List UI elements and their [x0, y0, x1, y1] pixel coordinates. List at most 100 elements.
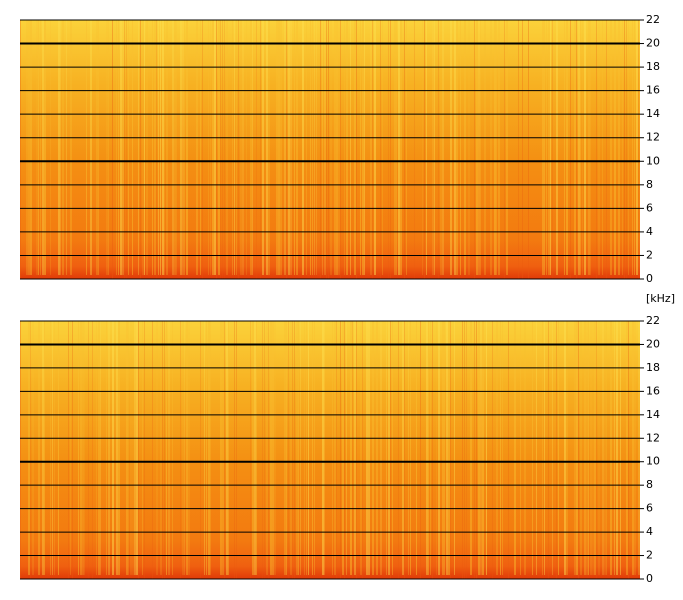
texture-stripe — [284, 321, 286, 575]
texture-stripe — [298, 321, 299, 575]
texture-stripe — [90, 20, 92, 275]
texture-stripe — [224, 20, 225, 279]
y-tick-label: 12 — [646, 431, 660, 444]
texture-stripe — [624, 20, 625, 279]
texture-stripe — [398, 20, 400, 275]
texture-stripe — [390, 321, 391, 579]
y-tick-label: 22 — [646, 13, 660, 26]
texture-stripe — [322, 321, 324, 575]
texture-stripe — [172, 321, 173, 575]
texture-stripe — [486, 321, 487, 575]
texture-stripe — [40, 20, 41, 275]
texture-stripe — [204, 321, 205, 575]
texture-stripe — [494, 20, 496, 275]
texture-stripe — [226, 321, 228, 575]
texture-stripe — [274, 321, 276, 575]
texture-stripe — [186, 20, 188, 275]
texture-stripe — [166, 20, 168, 275]
texture-stripe — [202, 20, 203, 279]
texture-stripe — [342, 321, 344, 575]
texture-stripe — [392, 321, 393, 575]
texture-stripe — [368, 321, 370, 575]
texture-stripe — [580, 321, 582, 575]
texture-stripe — [108, 20, 109, 275]
texture-stripe — [246, 20, 247, 275]
texture-stripe — [32, 321, 34, 575]
texture-stripe — [60, 20, 61, 275]
texture-stripe — [50, 321, 51, 575]
texture-stripe — [180, 321, 181, 579]
texture-stripe — [136, 321, 138, 575]
texture-stripe — [372, 20, 373, 279]
texture-stripe — [366, 321, 368, 575]
texture-stripe — [38, 20, 39, 275]
texture-stripe — [464, 20, 466, 275]
texture-stripe — [462, 321, 463, 579]
texture-stripe — [236, 321, 237, 579]
texture-stripe — [294, 20, 295, 275]
texture-stripe — [388, 321, 390, 575]
texture-stripe — [546, 20, 547, 275]
texture-stripe — [120, 20, 122, 275]
texture-stripe — [112, 20, 113, 279]
texture-stripe — [578, 321, 579, 579]
texture-stripe — [550, 20, 551, 275]
texture-stripe — [602, 321, 604, 575]
texture-stripe — [476, 321, 477, 579]
texture-stripe — [338, 20, 340, 275]
texture-stripe — [386, 321, 387, 575]
texture-stripe — [542, 20, 544, 275]
texture-stripe — [544, 20, 545, 275]
texture-stripe — [556, 20, 558, 275]
texture-stripe — [324, 321, 325, 575]
texture-stripe — [214, 20, 216, 275]
texture-stripe — [420, 321, 421, 579]
texture-stripe — [400, 20, 402, 275]
texture-stripe — [100, 321, 101, 575]
texture-stripe — [482, 321, 484, 575]
texture-stripe — [424, 20, 425, 279]
texture-stripe — [260, 20, 261, 279]
texture-stripe — [220, 321, 222, 575]
texture-stripe — [266, 321, 268, 575]
texture-stripe — [324, 20, 326, 275]
texture-stripe — [480, 321, 482, 575]
texture-stripe — [564, 321, 566, 575]
texture-stripe — [444, 321, 445, 575]
texture-stripe — [200, 321, 201, 579]
texture-stripe — [208, 20, 209, 275]
texture-stripe — [364, 20, 365, 275]
texture-stripe — [352, 321, 353, 579]
texture-stripe — [142, 20, 144, 275]
texture-stripe — [584, 321, 586, 575]
texture-stripe — [476, 20, 478, 275]
texture-stripe — [564, 20, 565, 275]
texture-stripe — [144, 321, 145, 579]
texture-stripe — [216, 20, 217, 279]
texture-stripe — [522, 20, 523, 279]
texture-stripe — [162, 321, 163, 579]
texture-stripe — [276, 20, 278, 275]
texture-stripe — [250, 20, 252, 275]
texture-stripe — [606, 321, 607, 575]
y-tick-label: 0 — [646, 272, 653, 285]
texture-stripe — [450, 321, 451, 579]
texture-stripe — [106, 321, 107, 575]
texture-stripe — [598, 321, 600, 575]
texture-stripe — [134, 321, 136, 575]
texture-stripe — [320, 20, 321, 279]
texture-stripe — [492, 321, 493, 579]
texture-stripe — [250, 321, 251, 579]
texture-stripe — [308, 321, 309, 575]
texture-stripe — [402, 321, 404, 575]
texture-stripe — [44, 321, 45, 575]
texture-stripe — [552, 321, 553, 575]
texture-stripe — [168, 321, 170, 575]
texture-stripe — [86, 20, 87, 275]
texture-stripe — [438, 20, 439, 279]
y-tick-label: 16 — [646, 84, 660, 97]
texture-stripe — [604, 321, 606, 575]
texture-stripe — [636, 20, 638, 275]
texture-stripe — [440, 20, 442, 275]
